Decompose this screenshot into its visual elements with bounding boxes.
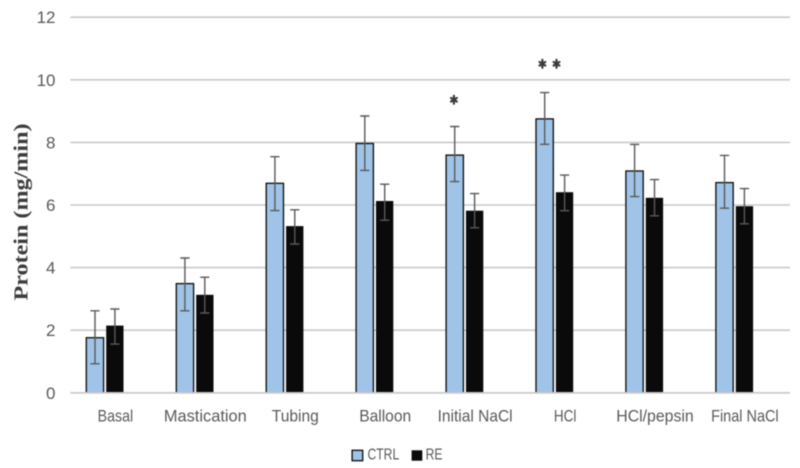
svg-text:RE: RE <box>426 447 443 464</box>
svg-text:Basal: Basal <box>98 407 134 426</box>
svg-text:HCl: HCl <box>554 407 577 426</box>
svg-text:6: 6 <box>46 196 55 215</box>
svg-text:4: 4 <box>46 259 55 278</box>
svg-text:HCl/pepsin: HCl/pepsin <box>616 407 694 426</box>
svg-text:Mastication: Mastication <box>164 407 247 426</box>
svg-text:12: 12 <box>37 8 56 27</box>
svg-text:10: 10 <box>37 71 56 90</box>
svg-text:8: 8 <box>46 133 55 152</box>
svg-text:Tubing: Tubing <box>272 407 319 426</box>
svg-text:2: 2 <box>46 321 55 340</box>
svg-text:Protein (mg/min): Protein (mg/min) <box>11 124 33 301</box>
svg-text:CTRL: CTRL <box>368 447 400 464</box>
svg-text:Balloon: Balloon <box>359 407 411 426</box>
svg-text:0: 0 <box>46 384 55 403</box>
svg-text:Initial NaCl: Initial NaCl <box>438 407 513 426</box>
svg-text:Final NaCl: Final NaCl <box>711 407 779 426</box>
